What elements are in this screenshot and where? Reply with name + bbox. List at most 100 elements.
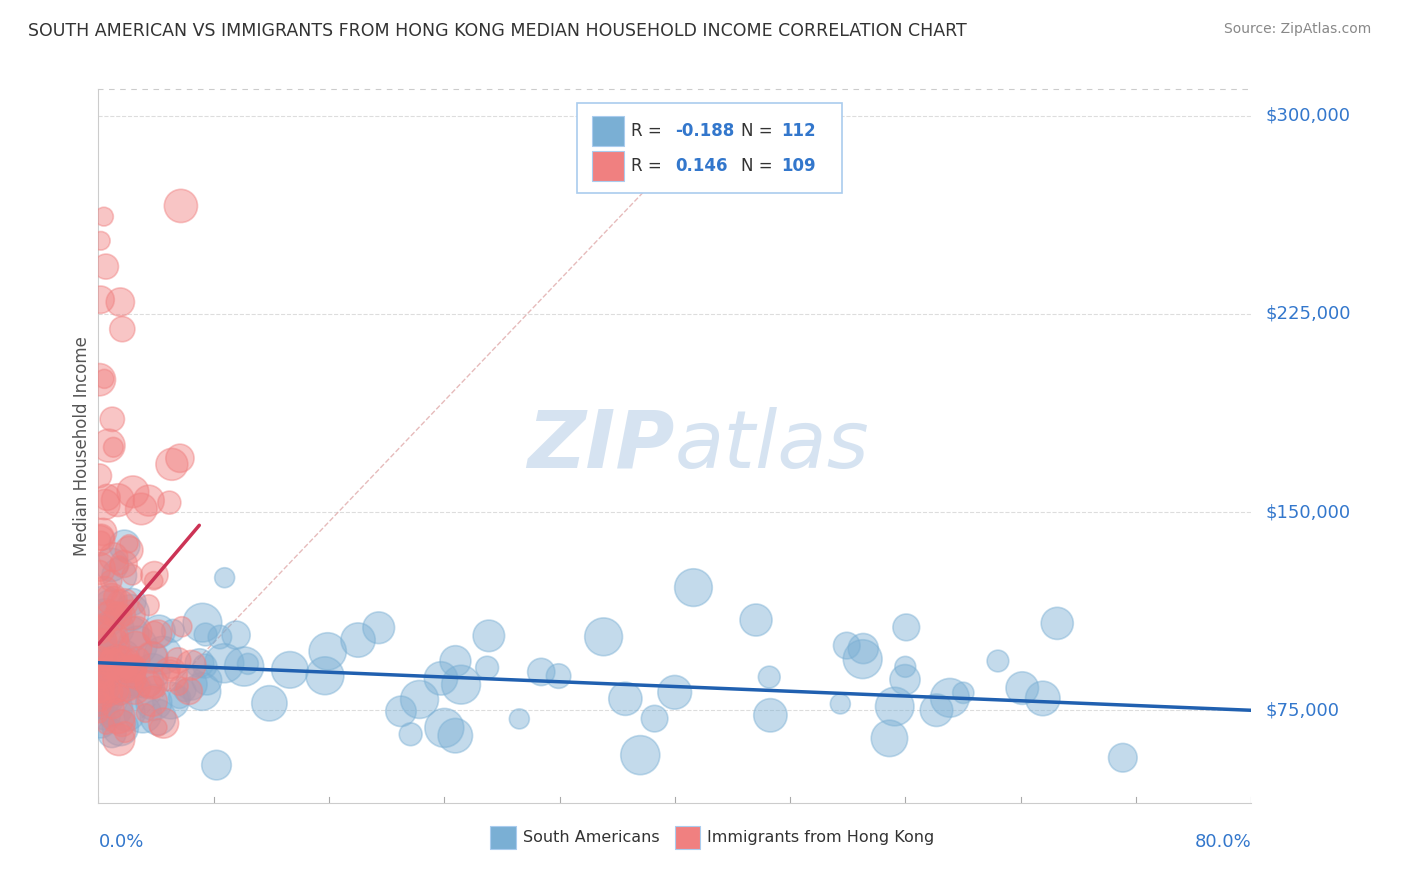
- Point: [91, 712, 114, 726]
- Point: [347, 633, 370, 648]
- Point: [89, 669, 111, 683]
- Point: [879, 731, 901, 746]
- Point: [122, 661, 145, 675]
- Point: [127, 639, 149, 653]
- Point: [896, 620, 918, 634]
- Point: [121, 664, 143, 678]
- Point: [103, 440, 125, 454]
- Point: [90, 629, 112, 643]
- Point: [93, 681, 115, 695]
- Point: [90, 293, 112, 307]
- Point: [120, 607, 142, 622]
- Point: [90, 715, 112, 730]
- Point: [104, 701, 127, 715]
- Point: [112, 557, 135, 571]
- Text: 0.0%: 0.0%: [98, 833, 143, 851]
- Point: [96, 491, 118, 505]
- Point: [143, 568, 166, 582]
- Point: [195, 673, 218, 687]
- Point: [159, 665, 181, 680]
- Point: [205, 758, 228, 772]
- Point: [148, 721, 170, 735]
- Point: [107, 493, 129, 508]
- Point: [89, 690, 111, 704]
- Point: [430, 672, 453, 686]
- Point: [100, 574, 122, 588]
- Point: [107, 608, 129, 623]
- Point: [682, 581, 704, 595]
- Point: [108, 732, 131, 747]
- Text: $300,000: $300,000: [1265, 107, 1350, 125]
- Point: [89, 636, 111, 650]
- Text: -0.188: -0.188: [675, 122, 734, 140]
- Point: [100, 592, 122, 607]
- Point: [114, 675, 136, 690]
- Point: [894, 660, 917, 674]
- Point: [96, 616, 118, 631]
- Point: [89, 707, 111, 722]
- Point: [148, 624, 170, 639]
- Point: [110, 721, 132, 735]
- Point: [214, 571, 236, 585]
- Point: [111, 322, 134, 336]
- Text: Immigrants from Hong Kong: Immigrants from Hong Kong: [707, 830, 935, 846]
- Point: [94, 694, 117, 708]
- Point: [745, 613, 768, 627]
- Bar: [592, 151, 624, 180]
- Point: [399, 727, 422, 741]
- Point: [100, 599, 122, 614]
- Point: [100, 558, 122, 572]
- Point: [159, 667, 181, 681]
- Point: [450, 678, 472, 692]
- Point: [103, 550, 125, 565]
- Point: [138, 676, 160, 690]
- Point: [160, 693, 183, 707]
- Text: 109: 109: [780, 157, 815, 175]
- Point: [170, 620, 193, 634]
- Point: [101, 412, 124, 426]
- Point: [883, 699, 905, 714]
- Point: [89, 651, 111, 665]
- Point: [124, 682, 146, 697]
- Point: [93, 598, 115, 612]
- Point: [129, 502, 152, 516]
- Point: [115, 677, 138, 691]
- Point: [103, 590, 125, 604]
- Text: 0.146: 0.146: [675, 157, 727, 175]
- Point: [141, 694, 163, 708]
- Point: [160, 662, 183, 676]
- Point: [114, 654, 136, 668]
- Point: [108, 688, 131, 702]
- Point: [177, 684, 200, 698]
- Point: [89, 623, 111, 637]
- Point: [852, 641, 875, 656]
- Point: [90, 666, 112, 681]
- Point: [644, 712, 666, 726]
- Point: [478, 629, 501, 643]
- Point: [90, 533, 112, 548]
- Text: R =: R =: [631, 122, 666, 140]
- Point: [157, 495, 180, 509]
- Point: [188, 656, 211, 670]
- Point: [105, 629, 128, 643]
- Point: [89, 561, 111, 575]
- Point: [122, 484, 145, 499]
- Bar: [491, 826, 516, 849]
- Point: [141, 676, 163, 690]
- Point: [89, 533, 111, 548]
- Point: [141, 665, 163, 679]
- Point: [97, 684, 120, 698]
- Text: SOUTH AMERICAN VS IMMIGRANTS FROM HONG KONG MEDIAN HOUSEHOLD INCOME CORRELATION : SOUTH AMERICAN VS IMMIGRANTS FROM HONG K…: [28, 22, 967, 40]
- Point: [114, 539, 136, 553]
- Point: [111, 716, 134, 731]
- Point: [105, 607, 128, 621]
- Text: atlas: atlas: [675, 407, 870, 485]
- Point: [1011, 681, 1033, 695]
- Point: [110, 597, 132, 611]
- Point: [444, 729, 467, 743]
- Point: [89, 681, 111, 695]
- Text: $225,000: $225,000: [1265, 305, 1351, 323]
- Point: [759, 708, 782, 723]
- Point: [93, 632, 115, 646]
- Point: [208, 630, 231, 644]
